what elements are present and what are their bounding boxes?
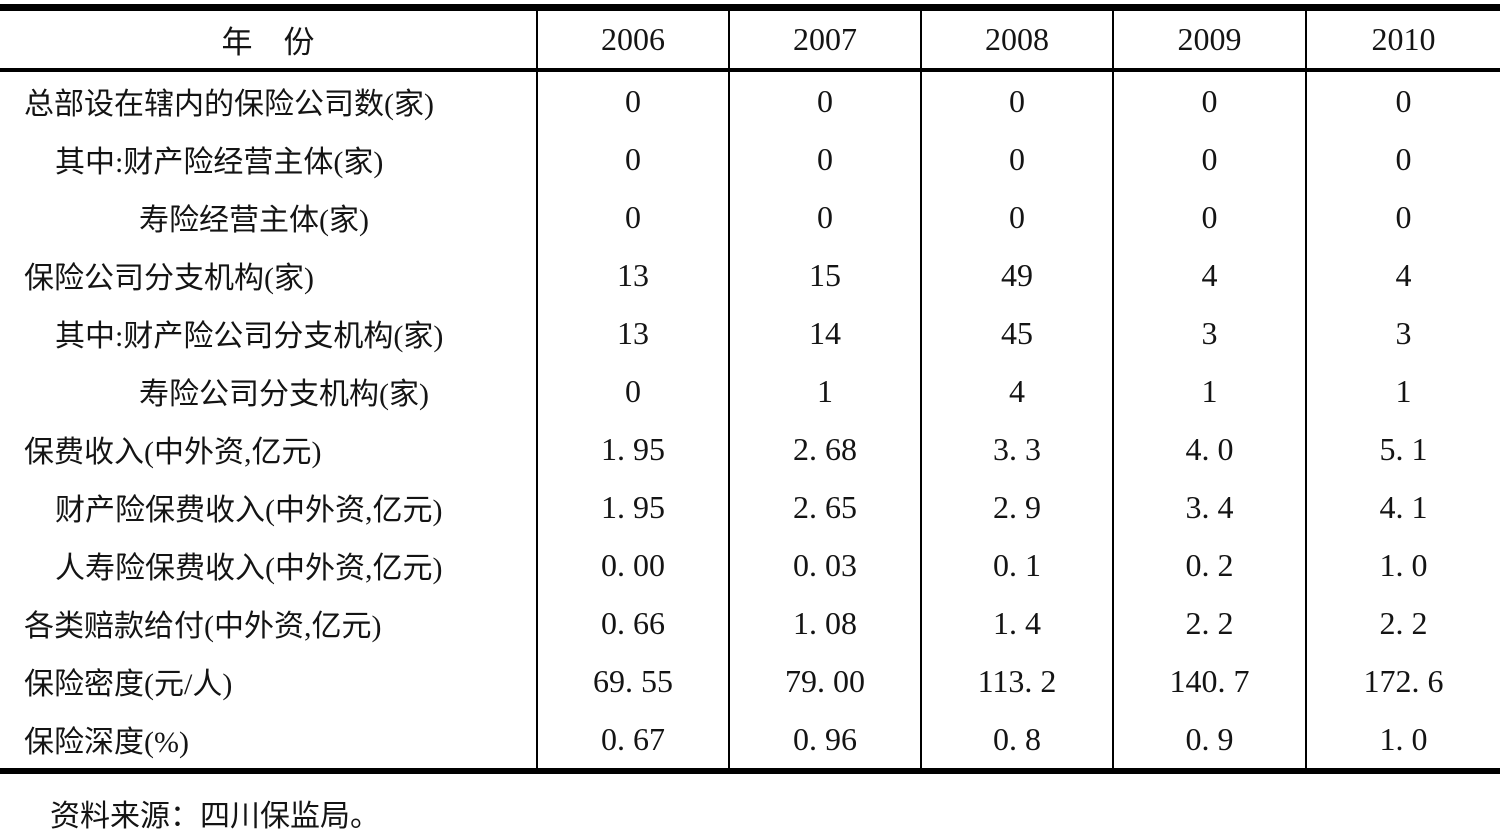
value-cell: 0 bbox=[1112, 130, 1305, 188]
value-cell: 13 bbox=[536, 304, 728, 362]
value-cell: 2. 2 bbox=[1305, 594, 1500, 652]
table-row: 其中:财产险公司分支机构(家) 13 14 45 3 3 bbox=[0, 304, 1500, 362]
value-cell: 5. 1 bbox=[1305, 420, 1500, 478]
row-label: 人寿险保费收入(中外资,亿元) bbox=[55, 552, 443, 585]
value-cell: 3. 3 bbox=[920, 420, 1112, 478]
value-cell: 172. 6 bbox=[1305, 652, 1500, 710]
row-label: 寿险公司分支机构(家) bbox=[139, 378, 429, 411]
value-cell: 0 bbox=[920, 188, 1112, 246]
value-cell: 0. 66 bbox=[536, 594, 728, 652]
value-cell: 0 bbox=[536, 362, 728, 420]
table-row: 其中:财产险经营主体(家) 0 0 0 0 0 bbox=[0, 130, 1500, 188]
row-label: 保险密度(元/人) bbox=[24, 668, 233, 701]
row-label: 保险深度(%) bbox=[24, 726, 189, 759]
header-year-2010: 2010 bbox=[1305, 11, 1500, 68]
insurance-statistics-table: 年 份 2006 2007 2008 2009 2010 总部设在辖内的保险公司… bbox=[0, 4, 1500, 774]
value-cell: 2. 9 bbox=[920, 478, 1112, 536]
header-year-label: 年 份 bbox=[221, 25, 315, 60]
table-row: 总部设在辖内的保险公司数(家) 0 0 0 0 0 bbox=[0, 72, 1500, 130]
value-cell: 4 bbox=[920, 362, 1112, 420]
value-cell: 3 bbox=[1305, 304, 1500, 362]
value-cell: 13 bbox=[536, 246, 728, 304]
value-cell: 0 bbox=[1305, 188, 1500, 246]
value-cell: 4 bbox=[1305, 246, 1500, 304]
value-cell: 15 bbox=[728, 246, 920, 304]
row-label: 其中:财产险公司分支机构(家) bbox=[55, 320, 444, 353]
table-row: 人寿险保费收入(中外资,亿元) 0. 00 0. 03 0. 1 0. 2 1.… bbox=[0, 536, 1500, 594]
header-year-2009: 2009 bbox=[1112, 11, 1305, 68]
table-row: 寿险公司分支机构(家) 0 1 4 1 1 bbox=[0, 362, 1500, 420]
value-cell: 45 bbox=[920, 304, 1112, 362]
row-label: 寿险经营主体(家) bbox=[139, 204, 369, 237]
value-cell: 113. 2 bbox=[920, 652, 1112, 710]
header-year-2008: 2008 bbox=[920, 11, 1112, 68]
value-cell: 2. 2 bbox=[1112, 594, 1305, 652]
source-note: 资料来源：四川保监局。 bbox=[50, 800, 380, 833]
value-cell: 0 bbox=[728, 188, 920, 246]
table-row: 保险公司分支机构(家) 13 15 49 4 4 bbox=[0, 246, 1500, 304]
value-cell: 0 bbox=[1112, 188, 1305, 246]
row-label: 其中:财产险经营主体(家) bbox=[55, 146, 384, 179]
value-cell: 79. 00 bbox=[728, 652, 920, 710]
value-cell: 0 bbox=[920, 130, 1112, 188]
table-row: 财产险保费收入(中外资,亿元) 1. 95 2. 65 2. 9 3. 4 4.… bbox=[0, 478, 1500, 536]
row-label: 总部设在辖内的保险公司数(家) bbox=[24, 88, 434, 121]
value-cell: 0 bbox=[1305, 72, 1500, 130]
value-cell: 0 bbox=[536, 188, 728, 246]
table-header-row: 年 份 2006 2007 2008 2009 2010 bbox=[0, 11, 1500, 72]
value-cell: 1 bbox=[1305, 362, 1500, 420]
header-year-2007: 2007 bbox=[728, 11, 920, 68]
row-label: 财产险保费收入(中外资,亿元) bbox=[55, 494, 443, 527]
value-cell: 0. 67 bbox=[536, 710, 728, 768]
value-cell: 0. 2 bbox=[1112, 536, 1305, 594]
value-cell: 1 bbox=[728, 362, 920, 420]
value-cell: 1. 0 bbox=[1305, 536, 1500, 594]
value-cell: 2. 65 bbox=[728, 478, 920, 536]
value-cell: 1. 95 bbox=[536, 478, 728, 536]
value-cell: 0. 9 bbox=[1112, 710, 1305, 768]
value-cell: 0 bbox=[536, 130, 728, 188]
value-cell: 1 bbox=[1112, 362, 1305, 420]
value-cell: 1. 4 bbox=[920, 594, 1112, 652]
value-cell: 2. 68 bbox=[728, 420, 920, 478]
value-cell: 4 bbox=[1112, 246, 1305, 304]
document-page: 年 份 2006 2007 2008 2009 2010 总部设在辖内的保险公司… bbox=[0, 4, 1500, 837]
table-row: 寿险经营主体(家) 0 0 0 0 0 bbox=[0, 188, 1500, 246]
value-cell: 0 bbox=[1112, 72, 1305, 130]
header-year-2006: 2006 bbox=[536, 11, 728, 68]
value-cell: 0 bbox=[536, 72, 728, 130]
row-label: 保险公司分支机构(家) bbox=[24, 262, 314, 295]
value-cell: 69. 55 bbox=[536, 652, 728, 710]
value-cell: 0 bbox=[728, 72, 920, 130]
value-cell: 1. 0 bbox=[1305, 710, 1500, 768]
value-cell: 3 bbox=[1112, 304, 1305, 362]
value-cell: 3. 4 bbox=[1112, 478, 1305, 536]
table-row: 各类赔款给付(中外资,亿元) 0. 66 1. 08 1. 4 2. 2 2. … bbox=[0, 594, 1500, 652]
table-row: 保险深度(%) 0. 67 0. 96 0. 8 0. 9 1. 0 bbox=[0, 710, 1500, 768]
table-row: 保费收入(中外资,亿元) 1. 95 2. 68 3. 3 4. 0 5. 1 bbox=[0, 420, 1500, 478]
value-cell: 0 bbox=[920, 72, 1112, 130]
value-cell: 0. 03 bbox=[728, 536, 920, 594]
value-cell: 0 bbox=[1305, 130, 1500, 188]
table-row: 保险密度(元/人) 69. 55 79. 00 113. 2 140. 7 17… bbox=[0, 652, 1500, 710]
value-cell: 0. 1 bbox=[920, 536, 1112, 594]
value-cell: 140. 7 bbox=[1112, 652, 1305, 710]
value-cell: 0. 96 bbox=[728, 710, 920, 768]
row-label: 各类赔款给付(中外资,亿元) bbox=[24, 610, 382, 643]
value-cell: 4. 1 bbox=[1305, 478, 1500, 536]
value-cell: 49 bbox=[920, 246, 1112, 304]
value-cell: 1. 95 bbox=[536, 420, 728, 478]
value-cell: 0. 8 bbox=[920, 710, 1112, 768]
value-cell: 0. 00 bbox=[536, 536, 728, 594]
value-cell: 1. 08 bbox=[728, 594, 920, 652]
value-cell: 4. 0 bbox=[1112, 420, 1305, 478]
row-label: 保费收入(中外资,亿元) bbox=[24, 436, 322, 469]
value-cell: 0 bbox=[728, 130, 920, 188]
value-cell: 14 bbox=[728, 304, 920, 362]
